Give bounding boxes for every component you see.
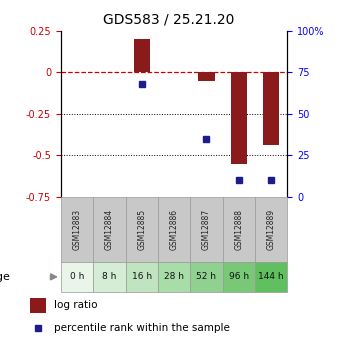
Text: GSM12889: GSM12889 [267, 209, 275, 250]
Bar [158, 262, 190, 292]
Bar [158, 197, 190, 262]
Text: GSM12884: GSM12884 [105, 209, 114, 250]
Bar [223, 262, 255, 292]
Bar [255, 262, 287, 292]
Text: age: age [0, 272, 10, 282]
Bar [231, 72, 247, 164]
Bar [93, 197, 125, 262]
Bar [30, 298, 46, 313]
Text: GSM12888: GSM12888 [234, 209, 243, 250]
Text: log ratio: log ratio [54, 300, 97, 310]
Text: percentile rank within the sample: percentile rank within the sample [54, 323, 230, 333]
Bar [61, 197, 93, 262]
Bar [263, 72, 279, 145]
Bar [61, 262, 93, 292]
Text: 8 h: 8 h [102, 272, 117, 282]
Bar [134, 39, 150, 72]
Text: GSM12886: GSM12886 [170, 209, 178, 250]
Text: 52 h: 52 h [196, 272, 216, 282]
Text: GSM12887: GSM12887 [202, 209, 211, 250]
Text: 144 h: 144 h [258, 272, 284, 282]
Bar [255, 197, 287, 262]
Text: 96 h: 96 h [229, 272, 249, 282]
Text: 0 h: 0 h [70, 272, 84, 282]
Text: 16 h: 16 h [132, 272, 152, 282]
Bar [190, 197, 223, 262]
Text: 28 h: 28 h [164, 272, 184, 282]
Text: GDS583 / 25.21.20: GDS583 / 25.21.20 [103, 12, 235, 26]
Text: GSM12883: GSM12883 [73, 209, 81, 250]
Bar [190, 262, 223, 292]
Bar [125, 197, 158, 262]
Text: GSM12885: GSM12885 [137, 209, 146, 250]
Bar [93, 262, 125, 292]
Bar [125, 262, 158, 292]
Bar [198, 72, 215, 81]
Bar [223, 197, 255, 262]
